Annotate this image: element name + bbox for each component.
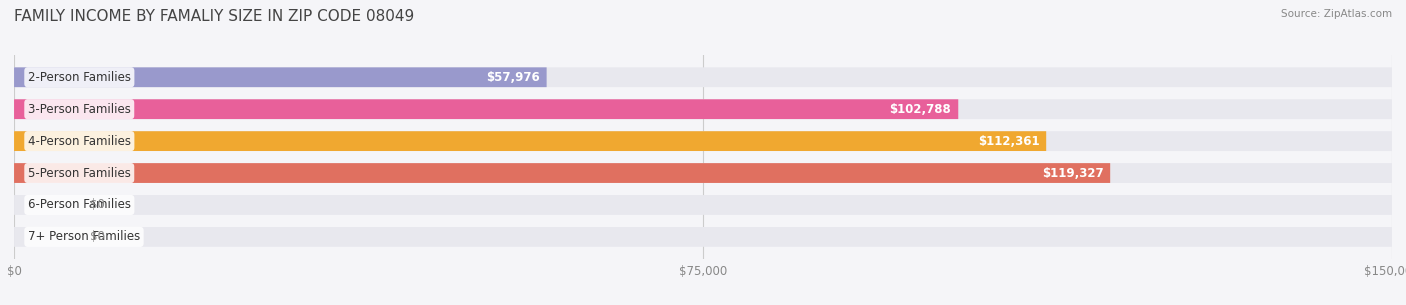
FancyBboxPatch shape <box>14 67 1392 87</box>
Text: 7+ Person Families: 7+ Person Families <box>28 230 141 243</box>
Text: Source: ZipAtlas.com: Source: ZipAtlas.com <box>1281 9 1392 19</box>
Text: 4-Person Families: 4-Person Families <box>28 135 131 148</box>
Text: 5-Person Families: 5-Person Families <box>28 167 131 180</box>
FancyBboxPatch shape <box>14 163 1392 183</box>
Text: $102,788: $102,788 <box>890 103 952 116</box>
FancyBboxPatch shape <box>14 163 1111 183</box>
Text: FAMILY INCOME BY FAMALIY SIZE IN ZIP CODE 08049: FAMILY INCOME BY FAMALIY SIZE IN ZIP COD… <box>14 9 415 24</box>
Text: $0: $0 <box>90 230 104 243</box>
FancyBboxPatch shape <box>14 131 1392 151</box>
Text: 3-Person Families: 3-Person Families <box>28 103 131 116</box>
Text: 6-Person Families: 6-Person Families <box>28 199 131 211</box>
FancyBboxPatch shape <box>14 67 547 87</box>
Text: $119,327: $119,327 <box>1042 167 1104 180</box>
Text: $57,976: $57,976 <box>486 71 540 84</box>
FancyBboxPatch shape <box>14 227 1392 247</box>
Text: $112,361: $112,361 <box>977 135 1039 148</box>
Text: $0: $0 <box>90 199 104 211</box>
Text: 2-Person Families: 2-Person Families <box>28 71 131 84</box>
FancyBboxPatch shape <box>14 99 1392 119</box>
FancyBboxPatch shape <box>14 195 1392 215</box>
FancyBboxPatch shape <box>14 131 1046 151</box>
FancyBboxPatch shape <box>14 99 959 119</box>
